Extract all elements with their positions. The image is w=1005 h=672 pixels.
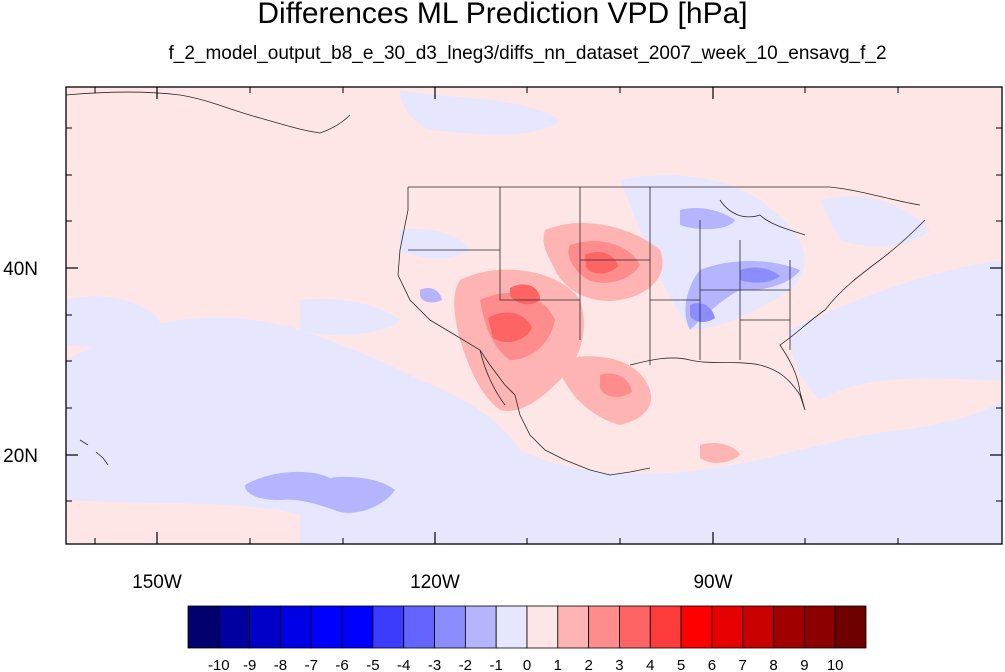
colorbar-label: -5	[366, 657, 379, 672]
colorbar-swatch	[711, 605, 744, 649]
colorbar-label: -6	[335, 657, 348, 672]
colorbar-swatch	[557, 605, 590, 649]
colorbar-swatch	[619, 605, 651, 649]
colorbar-swatch	[434, 605, 466, 649]
lon-tick-label: 150W	[132, 572, 182, 593]
colorbar-swatch	[372, 605, 405, 649]
colorbar-swatch	[803, 605, 836, 649]
colorbar-label: 3	[615, 657, 623, 672]
colorbar-swatch	[526, 605, 559, 649]
colorbar-label: 7	[739, 657, 747, 672]
colorbar-label: -9	[243, 657, 256, 672]
colorbar-labels: -10 -9 -8 -7 -6 -5 -4 -3 -2 -1 0 1 2 3 4 5 6 7 8 9 10	[208, 657, 844, 672]
colorbar-label: 6	[708, 657, 716, 672]
colorbar-swatch	[680, 605, 713, 649]
colorbar-label: 0	[523, 657, 531, 672]
colorbar-swatch	[649, 605, 682, 649]
colorbar-swatch	[280, 605, 312, 649]
colorbar-swatch	[249, 605, 281, 649]
colorbar-label: 5	[677, 657, 685, 672]
colorbar-swatch	[495, 605, 528, 649]
colorbar-swatch	[187, 605, 220, 649]
colorbar-swatch	[742, 605, 774, 649]
colorbar-label: 4	[646, 657, 654, 672]
colorbar	[187, 605, 867, 649]
colorbar-label: -8	[274, 657, 287, 672]
colorbar-swatch	[773, 605, 805, 649]
colorbar-label: -3	[428, 657, 441, 672]
colorbar-label: -2	[459, 657, 472, 672]
colorbar-swatch	[403, 605, 435, 649]
colorbar-swatch	[218, 605, 251, 649]
colorbar-label: 10	[827, 657, 844, 672]
colorbar-label: 8	[769, 657, 777, 672]
colorbar-label: 9	[800, 657, 808, 672]
lon-tick-label: 120W	[410, 572, 460, 593]
colorbar-swatch	[588, 605, 620, 649]
colorbar-label: -4	[397, 657, 410, 672]
colorbar-swatch	[310, 605, 343, 649]
colorbar-label: -7	[305, 657, 318, 672]
colorbar-label: 2	[584, 657, 592, 672]
vpd-difference-field	[66, 87, 1002, 544]
colorbar-label: -1	[490, 657, 503, 672]
lat-tick-label: 40N	[3, 259, 38, 280]
colorbar-swatch	[341, 605, 374, 649]
colorbar-swatch	[464, 605, 497, 649]
lon-tick-label: 90W	[693, 572, 732, 593]
coastlines-and-borders	[66, 91, 926, 476]
minor-ticks	[66, 87, 1002, 544]
colorbar-label: -10	[208, 657, 230, 672]
lat-tick-label: 20N	[3, 446, 38, 467]
map-title: Differences ML Prediction VPD [hPa]	[257, 0, 748, 30]
colorbar-swatch	[834, 605, 867, 649]
major-ticks	[66, 87, 1002, 544]
colorbar-label: 1	[554, 657, 562, 672]
map-subtitle: f_2_model_output_b8_e_30_d3_lneg3/diffs_…	[168, 43, 887, 64]
